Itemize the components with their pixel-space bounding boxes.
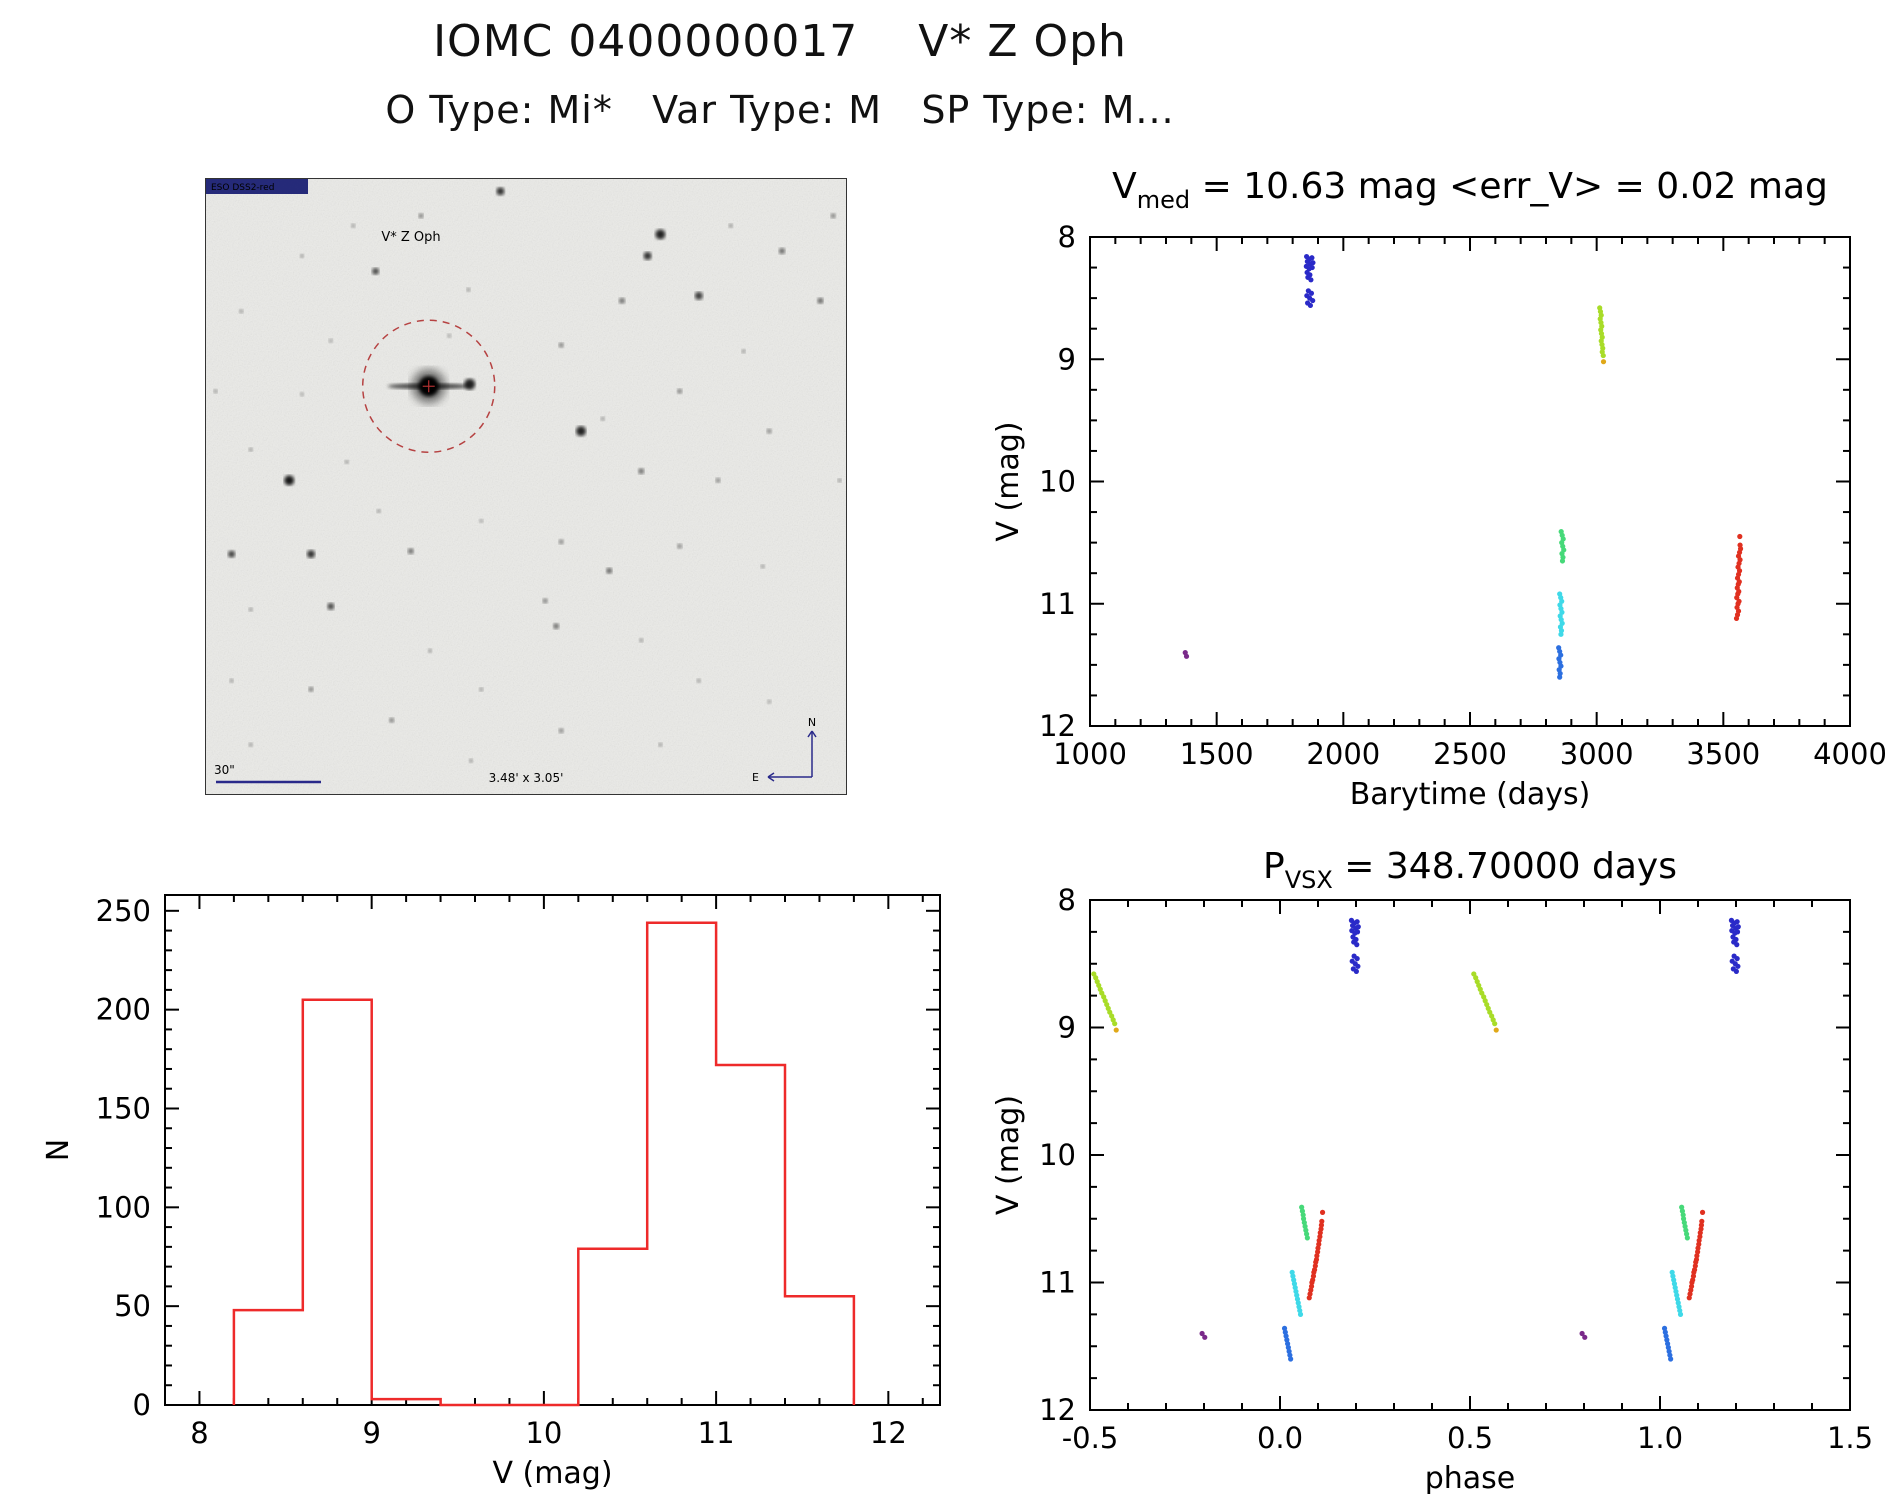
svg-text:ESO DSS2-red: ESO DSS2-red bbox=[211, 183, 274, 193]
svg-text:N: N bbox=[808, 716, 816, 729]
svg-text:10: 10 bbox=[1039, 465, 1076, 499]
svg-text:V (mag): V (mag) bbox=[991, 1095, 1026, 1215]
svg-text:N: N bbox=[41, 1139, 76, 1161]
svg-text:100: 100 bbox=[96, 1190, 151, 1224]
svg-text:3500: 3500 bbox=[1686, 737, 1760, 771]
svg-text:2500: 2500 bbox=[1433, 737, 1507, 771]
svg-text:11: 11 bbox=[1039, 587, 1076, 621]
page-subtitle: O Type: Mi* Var Type: M SP Type: M... bbox=[385, 88, 1175, 132]
lightcurve-chart: Vmed = 10.63 mag <err_V> = 0.02 mag 1000 1… bbox=[990, 150, 1889, 834]
svg-text:150: 150 bbox=[96, 1091, 151, 1125]
svg-text:E: E bbox=[752, 771, 759, 784]
svg-text:10: 10 bbox=[525, 1416, 562, 1450]
svg-text:8: 8 bbox=[190, 1416, 208, 1450]
phase-chart: PVSX = 348.70000 days -0.5 0.0 0.5 1.0 1.5 8 9 1… bbox=[990, 830, 1889, 1494]
svg-text:0: 0 bbox=[133, 1388, 151, 1422]
svg-text:3.48' x 3.05': 3.48' x 3.05' bbox=[489, 771, 564, 785]
finder-chart-image: V* Z Oph ESO DSS2-red 30" 3.48' x 3.05' N E bbox=[205, 178, 847, 795]
svg-text:0.5: 0.5 bbox=[1447, 1421, 1493, 1455]
svg-text:8: 8 bbox=[1058, 220, 1076, 254]
svg-text:V* Z Oph: V* Z Oph bbox=[381, 230, 440, 245]
svg-text:30": 30" bbox=[214, 763, 235, 777]
svg-text:Barytime (days): Barytime (days) bbox=[1350, 777, 1591, 812]
svg-text:Vmed = 10.63 mag <err_V> = 0.: Vmed = 10.63 mag <err_V> = 0.02 mag bbox=[1112, 166, 1828, 214]
svg-text:250: 250 bbox=[96, 894, 151, 928]
svg-text:1.5: 1.5 bbox=[1827, 1421, 1873, 1455]
svg-text:200: 200 bbox=[96, 993, 151, 1027]
finder-chart: V* Z Oph ESO DSS2-red 30" 3.48' x 3.05' N E bbox=[205, 178, 847, 795]
svg-text:9: 9 bbox=[1058, 1011, 1076, 1045]
svg-text:1.0: 1.0 bbox=[1637, 1421, 1683, 1455]
svg-text:PVSX = 348.70000 days: PVSX = 348.70000 days bbox=[1263, 846, 1677, 894]
svg-text:0.0: 0.0 bbox=[1257, 1421, 1303, 1455]
svg-text:11: 11 bbox=[1039, 1266, 1076, 1300]
svg-text:1000: 1000 bbox=[1053, 737, 1127, 771]
svg-text:4000: 4000 bbox=[1813, 737, 1887, 771]
svg-text:V (mag): V (mag) bbox=[991, 421, 1026, 541]
svg-text:1500: 1500 bbox=[1180, 737, 1254, 771]
svg-text:phase: phase bbox=[1425, 1461, 1516, 1494]
svg-text:3000: 3000 bbox=[1560, 737, 1634, 771]
phase-plot: PVSX = 348.70000 days -0.5 0.0 0.5 1.0 1.5 8 9 1… bbox=[991, 846, 1873, 1494]
svg-text:10: 10 bbox=[1039, 1138, 1076, 1172]
svg-text:50: 50 bbox=[114, 1289, 151, 1323]
svg-text:12: 12 bbox=[1039, 1393, 1076, 1427]
svg-text:V (mag): V (mag) bbox=[492, 1456, 612, 1491]
svg-text:2000: 2000 bbox=[1306, 737, 1380, 771]
page-title: IOMC 0400000017 V* Z Oph bbox=[433, 16, 1127, 67]
svg-text:9: 9 bbox=[362, 1416, 380, 1450]
svg-text:12: 12 bbox=[870, 1416, 907, 1450]
histogram-chart: 8 9 10 11 12 0 50 100 150 200 250 V (mag) N bbox=[40, 870, 960, 1494]
svg-text:11: 11 bbox=[698, 1416, 735, 1450]
svg-text:9: 9 bbox=[1058, 342, 1076, 376]
histogram-plot: 8 9 10 11 12 0 50 100 150 200 250 V (mag) N bbox=[41, 894, 941, 1491]
svg-text:8: 8 bbox=[1058, 883, 1076, 917]
svg-text:12: 12 bbox=[1039, 709, 1076, 743]
svg-text:-0.5: -0.5 bbox=[1062, 1421, 1119, 1455]
